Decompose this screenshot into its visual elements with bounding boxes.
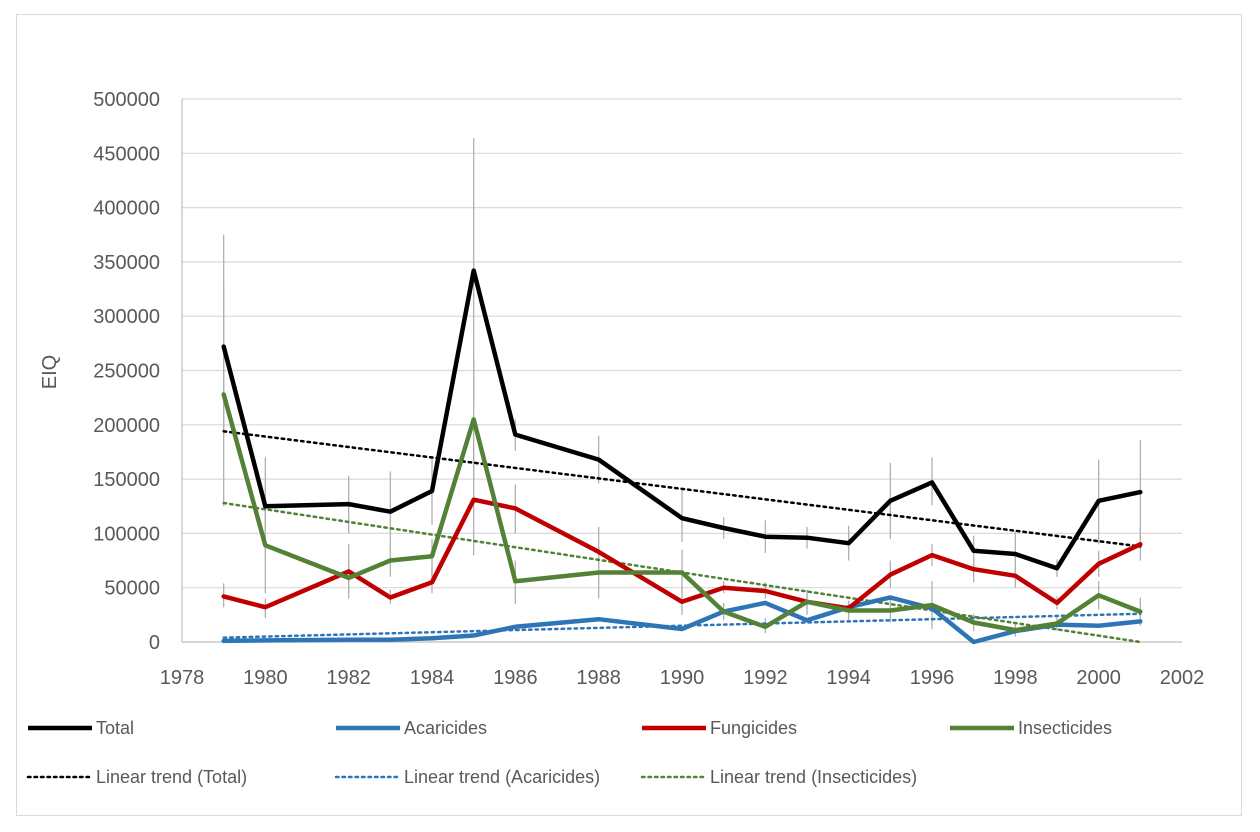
y-tick-label-0: 0	[149, 632, 160, 654]
y-tick-label-200000: 200000	[93, 415, 160, 437]
x-tick-label-1990: 1990	[660, 667, 705, 689]
y-tick-label-100000: 100000	[93, 523, 160, 545]
legend-label-linear-trend-total: Linear trend (Total)	[96, 767, 247, 787]
tick-labels: 0 50000 100000 150000 200000 250000 300000 3500…	[93, 89, 1204, 689]
x-tick-label-1998: 1998	[993, 667, 1038, 689]
x-tick-label-1994: 1994	[826, 667, 871, 689]
legend-label-acaricides: Acaricides	[404, 718, 487, 738]
x-tick-label-1978: 1978	[160, 667, 205, 689]
x-tick-label-2000: 2000	[1076, 667, 1121, 689]
x-tick-label-1980: 1980	[243, 667, 288, 689]
legend-label-linear-trend-insecticides: Linear trend (Insecticides)	[710, 767, 917, 787]
series-line-total	[221, 268, 1143, 571]
y-tick-label-300000: 300000	[93, 306, 160, 328]
legend-label-fungicides: Fungicides	[710, 718, 797, 738]
chart-frame	[16, 14, 1242, 816]
x-tick-label-1992: 1992	[743, 667, 788, 689]
x-tick-label-1988: 1988	[576, 667, 621, 689]
y-tick-label-450000: 450000	[93, 143, 160, 165]
legend-label-linear-trend-acaricides: Linear trend (Acaricides)	[404, 767, 600, 787]
y-tick-label-350000: 350000	[93, 252, 160, 274]
x-tick-label-1996: 1996	[910, 667, 955, 689]
y-axis-label: EIQ	[39, 355, 61, 389]
error-bars	[223, 138, 1141, 637]
y-tick-label-400000: 400000	[93, 198, 160, 220]
trend-line-linear-trend-acaricides	[222, 612, 1142, 639]
x-tick-label-2002: 2002	[1160, 667, 1205, 689]
y-tick-label-150000: 150000	[93, 469, 160, 491]
legend-label-insecticides: Insecticides	[1018, 718, 1112, 738]
legend: Total Acaricides Fungicides Insecticides Lin…	[26, 718, 1112, 787]
series-line-fungicides	[221, 497, 1143, 611]
x-tick-label-1986: 1986	[493, 667, 538, 689]
series-line-acaricides	[221, 595, 1143, 645]
series-lines	[221, 268, 1143, 645]
trend-line-linear-trend-total	[222, 430, 1142, 548]
y-tick-label-250000: 250000	[93, 361, 160, 383]
y-tick-label-50000: 50000	[104, 578, 160, 600]
legend-label-total: Total	[96, 718, 134, 738]
series-line-insecticides	[221, 392, 1143, 633]
y-tick-label-500000: 500000	[93, 89, 160, 111]
x-tick-label-1982: 1982	[326, 667, 371, 689]
x-tick-label-1984: 1984	[410, 667, 455, 689]
